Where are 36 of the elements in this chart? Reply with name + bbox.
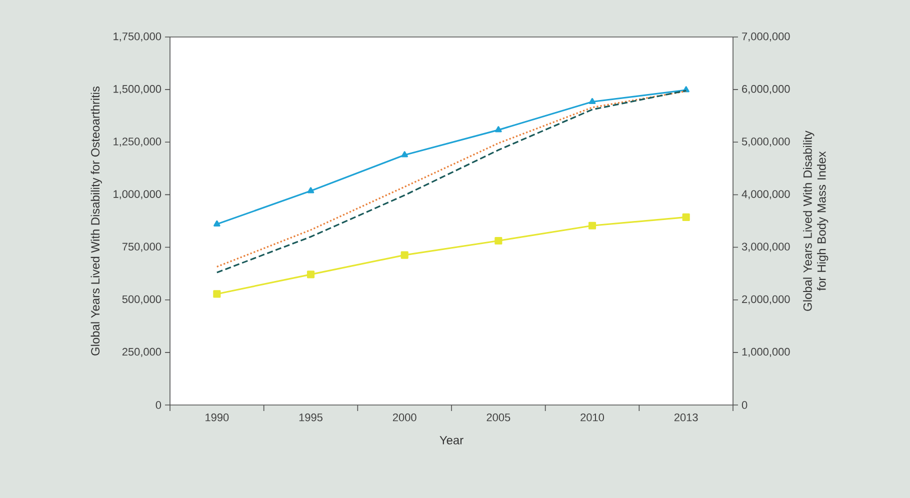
y2-tick-label: 7,000,000 xyxy=(742,32,790,42)
y2-tick-label: 0 xyxy=(742,401,748,409)
y2-tick-label: 2,000,000 xyxy=(742,295,790,304)
y2-tick-label: 3,000,000 xyxy=(742,242,790,252)
y-tick-label: 1,750,000 xyxy=(114,32,162,42)
y-tick-label: 750,000 xyxy=(122,242,162,252)
point xyxy=(495,126,502,132)
y2-tick-label: 6,000,000 xyxy=(742,85,790,94)
y-tick-label: 1,250,000 xyxy=(114,138,162,147)
point xyxy=(494,236,502,245)
x-tick-label: 2010 xyxy=(580,414,604,422)
y-tick-label: 1,500,000 xyxy=(114,85,162,94)
x-tick-label: 2005 xyxy=(486,414,510,422)
x-axis-title: Year xyxy=(440,436,464,444)
point xyxy=(307,187,314,194)
y2-tick-label: 1,000,000 xyxy=(742,348,790,357)
x-tick-label: 2000 xyxy=(392,414,416,422)
y2-tick-label: 4,000,000 xyxy=(742,190,790,200)
y2-axis-title: Global Years Lived With Disability for High Body Mass Index xyxy=(803,130,828,311)
point xyxy=(401,151,408,158)
point xyxy=(588,222,596,230)
x-tick-label: 2013 xyxy=(674,414,698,422)
x-tick-label: 1990 xyxy=(206,414,229,422)
y-tick-label: 500,000 xyxy=(122,295,162,304)
y-axis-title: Global Years Lived With Disability for Osteoarthritis xyxy=(90,86,102,356)
point xyxy=(588,98,596,104)
y2-tick-label: 5,000,000 xyxy=(742,138,790,147)
point xyxy=(306,270,315,278)
point xyxy=(213,290,221,298)
x-tick-label: 1995 xyxy=(299,414,322,422)
point xyxy=(214,220,220,226)
y-tick-label: 250,000 xyxy=(122,348,162,357)
y-tick-label: 0 xyxy=(156,401,162,409)
y-tick-label: 1,000,000 xyxy=(114,190,162,200)
point xyxy=(400,251,408,259)
point xyxy=(682,213,690,221)
